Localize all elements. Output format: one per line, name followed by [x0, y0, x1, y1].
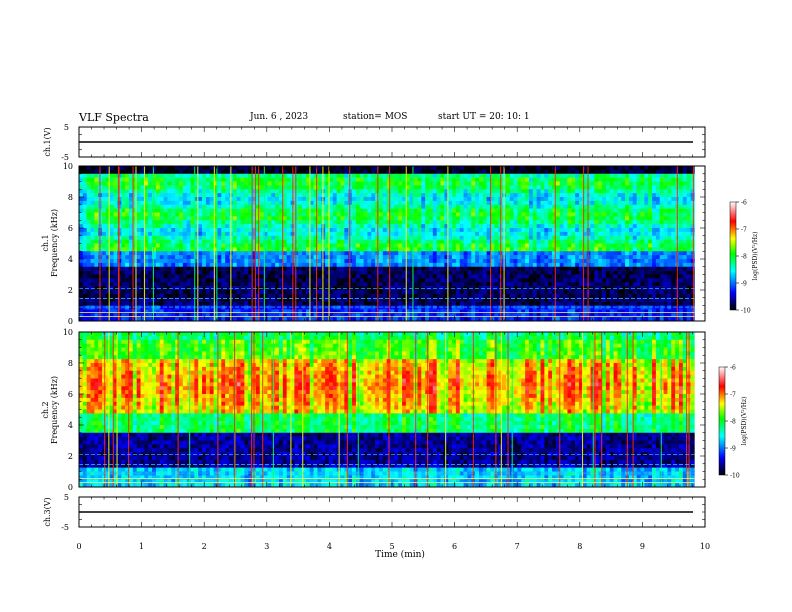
ch2-frequency-tick-label: 6 [68, 390, 73, 399]
colorbar-tick-label: -8 [730, 419, 736, 426]
x-tick-label: 9 [640, 542, 645, 551]
x-tick-label: 6 [452, 542, 457, 551]
colorbar-tick-label: -6 [741, 200, 747, 207]
colorbar-tick-label: -7 [741, 227, 747, 234]
ch2-frequency-tick-label: 2 [68, 452, 73, 461]
x-tick-label: 7 [515, 542, 520, 551]
ch2-spectrogram-ylabel-frequency: Frequency (kHz) [50, 376, 59, 444]
time-axis: 0 1 2 3 4 5 6 7 8 9 10 [76, 542, 710, 551]
ch3-ytick-bottom: -5 [61, 523, 69, 532]
ch1-frequency-tick-label: 6 [68, 224, 73, 233]
ch2-frequency-tick-label: 0 [68, 483, 73, 492]
x-tick-label: 2 [202, 542, 207, 551]
chart-title: VLF Spectra [79, 111, 149, 124]
ch1-frequency-tick-label: 2 [68, 286, 73, 295]
ch1-frequency-tick-label: 0 [68, 317, 73, 326]
x-tick-label: 8 [577, 542, 582, 551]
ch2-colorbar-gradient [718, 366, 726, 476]
ch2-spectrogram-ylabel-channel: ch.2 [41, 401, 50, 418]
ch3-waveform-ylabel: ch.3(V) [43, 497, 52, 526]
start-time-label: start UT = 20: 10: 1 [438, 112, 530, 122]
x-axis-label: Time (min) [375, 549, 425, 560]
ch2-spectrogram-panel: 0 2 4 6 8 10 ch.2 Frequency (kHz) -6 -7 -8 -9 -10… [41, 328, 748, 492]
ch1-colorbar: -6 -7 -8 -9 -10 log(PSD)(V²/Hz) [729, 200, 759, 315]
station-label: station= MOS [343, 112, 408, 122]
colorbar-tick-label: -10 [730, 473, 740, 480]
colorbar-tick-label: -8 [741, 254, 747, 261]
ch1-spectrogram-ylabel-channel: ch.1 [41, 234, 50, 251]
x-tick-label: 3 [264, 542, 269, 551]
x-tick-label: 1 [139, 542, 144, 551]
ch3-ytick-top: 5 [64, 493, 69, 502]
ch1-colorbar-label: log(PSD)(V²/Hz) [752, 232, 759, 281]
x-tick-label: 0 [76, 542, 81, 551]
ch2-frequency-tick-label: 10 [63, 328, 73, 337]
ch1-spectrogram-panel: 0 2 4 6 8 10 ch.1 Frequency (kHz) -6 -7 -8 -9 -10… [41, 162, 759, 326]
ch1-colorbar-gradient [729, 201, 737, 311]
colorbar-tick-label: -10 [741, 308, 751, 315]
x-tick-label: 4 [327, 542, 332, 551]
ch2-frequency-tick-label: 8 [68, 359, 73, 368]
colorbar-tick-label: -7 [730, 392, 736, 399]
colorbar-tick-label: -9 [741, 281, 747, 288]
ch1-frequency-tick-label: 8 [68, 193, 73, 202]
ch1-spectrogram-image [79, 166, 695, 321]
ch1-ytick-top: 5 [64, 123, 69, 132]
ch1-waveform-ylabel: ch.1(V) [43, 127, 52, 156]
x-tick-label: 10 [700, 542, 710, 551]
ch2-spectrogram-image [79, 332, 695, 487]
ch1-ytick-bottom: -5 [61, 153, 69, 162]
ch3-waveform-panel: 5 -5 ch.3(V) [43, 493, 706, 532]
colorbar-tick-label: -9 [730, 446, 736, 453]
ch1-spectrogram-ylabel-frequency: Frequency (kHz) [50, 209, 59, 277]
date-label: Jun. 6 , 2023 [250, 112, 309, 122]
ch1-waveform-panel: 5 -5 ch.1(V) [43, 123, 706, 162]
ch1-frequency-tick-label: 10 [63, 162, 73, 171]
x-tick-label: 5 [389, 542, 394, 551]
colorbar-tick-label: -6 [730, 365, 736, 372]
ch1-frequency-tick-label: 4 [68, 255, 73, 264]
ch2-colorbar: -6 -7 -8 -9 -10 log(PSD)(V²/Hz) [718, 365, 748, 480]
ch2-colorbar-label: log(PSD)(V²/Hz) [741, 397, 748, 446]
ch2-frequency-tick-label: 4 [68, 421, 73, 430]
